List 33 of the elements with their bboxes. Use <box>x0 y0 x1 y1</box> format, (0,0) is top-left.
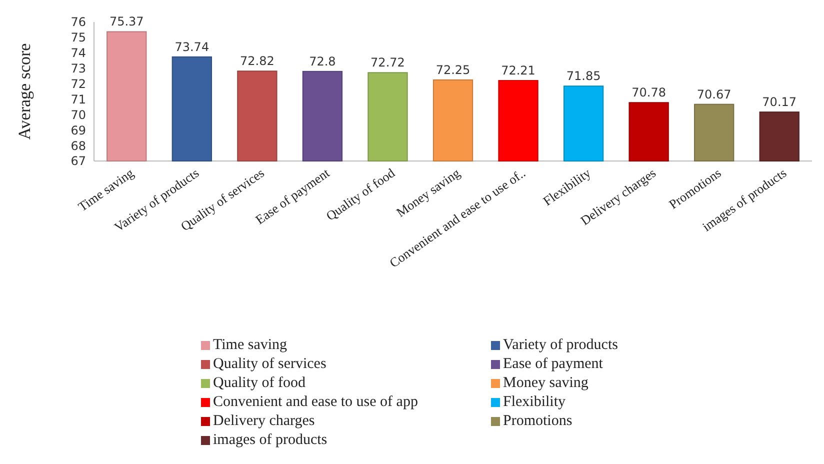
data-label: 72.8 <box>309 54 336 68</box>
legend-label: Quality of food <box>213 375 306 391</box>
y-tick-label: 67 <box>70 154 86 168</box>
data-label: 70.17 <box>762 95 797 110</box>
data-label: 72.82 <box>240 54 274 68</box>
y-tick-label: 70 <box>70 108 86 122</box>
legend-label: Ease of payment <box>503 356 604 372</box>
legend-label: Convenient and ease to use of app <box>213 394 418 410</box>
legend-label: Time saving <box>213 337 288 353</box>
y-tick-label: 74 <box>70 46 86 60</box>
data-label: 72.25 <box>436 62 470 77</box>
y-tick-label: 73 <box>70 62 86 76</box>
y-axis-title: Average score <box>15 43 34 140</box>
legend-label: Variety of products <box>503 337 618 353</box>
legend-label: Delivery charges <box>213 413 315 429</box>
data-label: 75.37 <box>109 14 144 29</box>
y-tick-label: 69 <box>70 123 86 138</box>
legend-label: Promotions <box>503 413 572 429</box>
data-label: 70.67 <box>696 87 732 102</box>
y-tick-label: 72 <box>70 76 86 91</box>
data-label: 70.78 <box>632 86 666 100</box>
data-label: 73.74 <box>174 40 210 54</box>
data-label: 72.21 <box>501 64 536 78</box>
data-label: 72.72 <box>370 56 405 70</box>
y-tick-label: 76 <box>70 15 86 30</box>
legend-label: Money saving <box>503 375 589 391</box>
y-tick-label: 68 <box>70 138 86 153</box>
legend-label: images of products <box>213 432 328 448</box>
legend-label: Flexibility <box>503 394 566 410</box>
y-tick-label: 75 <box>70 30 86 45</box>
legend-label: Quality of services <box>213 356 326 372</box>
data-label: 71.85 <box>566 69 601 84</box>
y-tick-label: 71 <box>70 92 86 106</box>
